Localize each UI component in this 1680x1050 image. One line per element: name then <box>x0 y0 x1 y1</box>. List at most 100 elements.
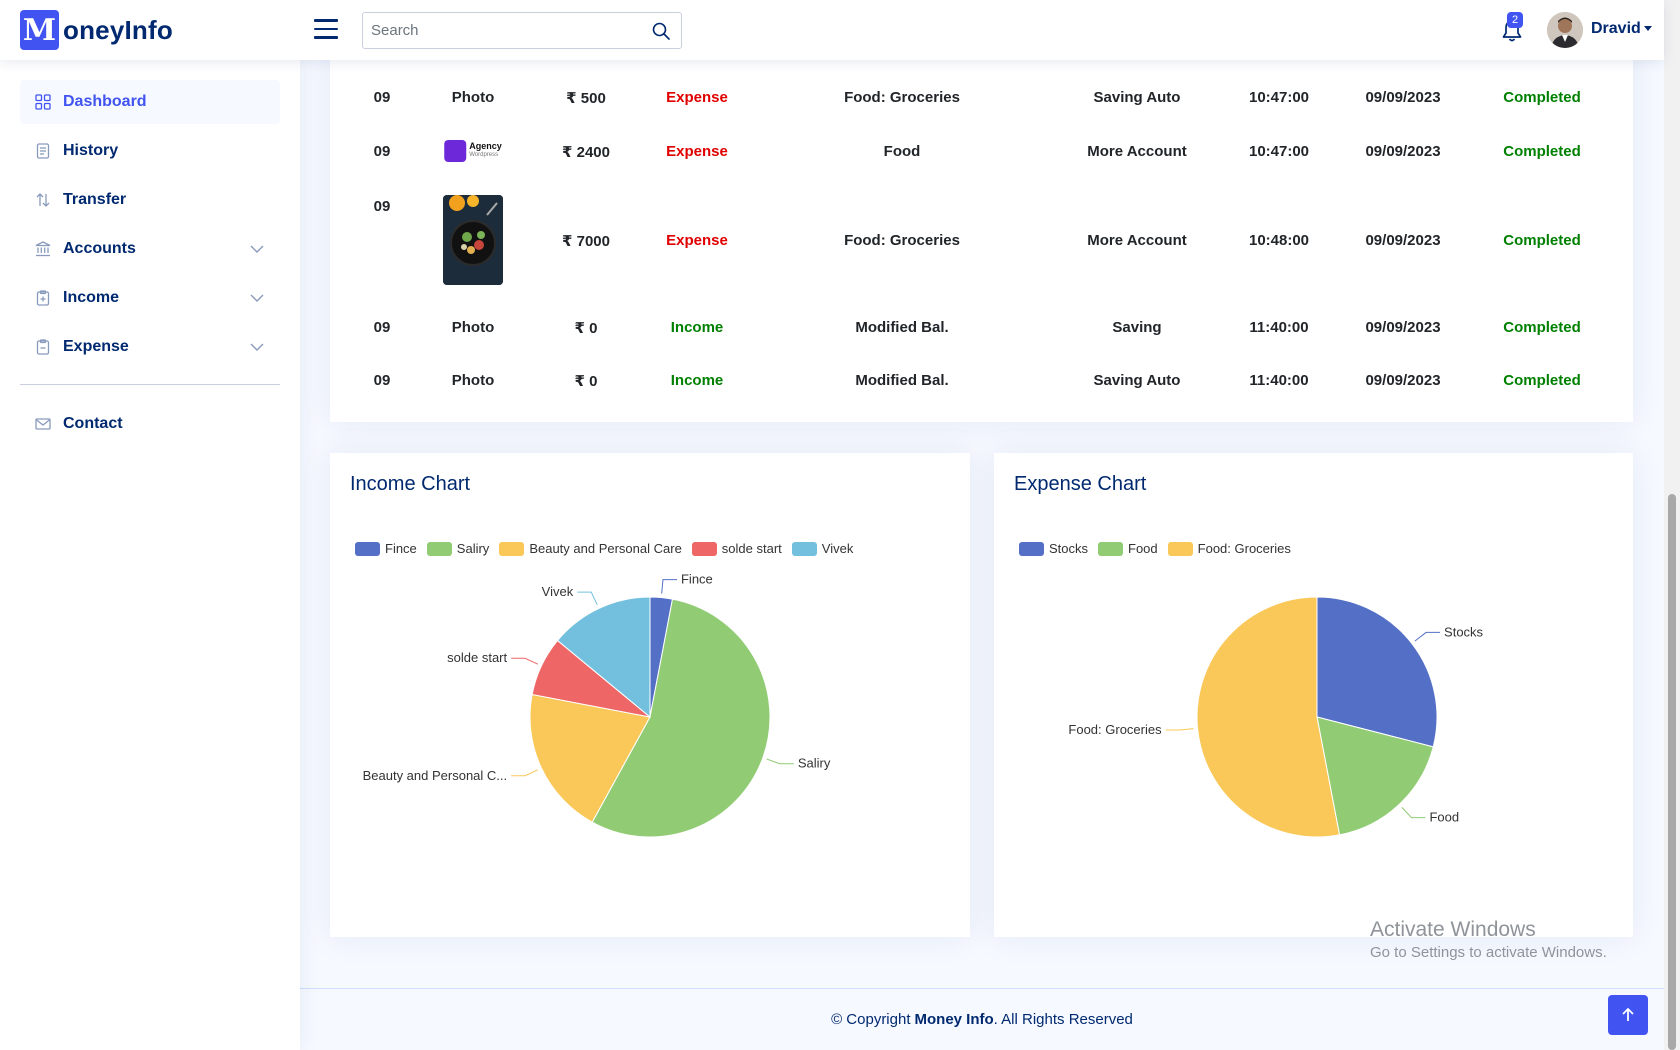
time-cell: 11:40:00 <box>1249 372 1309 389</box>
time-cell: 10:47:00 <box>1248 89 1310 106</box>
pie-slice[interactable] <box>1316 596 1438 748</box>
type-cell: Income <box>670 372 724 389</box>
sidebar-item-label: Accounts <box>63 240 136 257</box>
category-cell: Food: Groceries <box>844 89 960 106</box>
transactions-table <box>330 40 1633 422</box>
label-leader-line <box>661 579 677 594</box>
date-cell: 09/09/2023 <box>1365 232 1441 249</box>
sidebar: Dashboard History Transfer Accounts Inco… <box>0 60 300 1050</box>
legend-item[interactable]: Vivek <box>791 541 854 556</box>
amount-cell: ₹ 2400 <box>562 144 610 161</box>
slice-label: Food: Groceries <box>1068 722 1162 737</box>
expense-pie-chart: Stocks Food Food: Groceries <box>1068 596 1484 838</box>
sidebar-item-label: Dashboard <box>63 93 147 110</box>
label-leader-line <box>1414 631 1441 642</box>
amount-cell: ₹ 500 <box>566 90 606 107</box>
top-header: M oneyInfo 2 Dravid <box>0 0 1664 60</box>
legend-item[interactable]: Saliry <box>426 541 489 556</box>
legend-item[interactable]: solde start <box>691 541 782 556</box>
category-cell: Modified Bal. <box>855 372 949 389</box>
legend-item[interactable]: Food: Groceries <box>1167 541 1291 556</box>
label-leader-line <box>577 591 598 606</box>
day-cell: 09 <box>373 319 391 336</box>
sidebar-item-income[interactable]: Income <box>20 276 280 320</box>
date-cell: 09/09/2023 <box>1365 372 1441 389</box>
sidebar-item-contact[interactable]: Contact <box>20 402 280 446</box>
amount-cell: ₹ 0 <box>574 373 598 390</box>
legend-label: solde start <box>721 541 782 556</box>
sidebar-item-accounts[interactable]: Accounts <box>20 227 280 271</box>
food-photo <box>443 195 503 285</box>
user-name: Dravid <box>1591 20 1641 37</box>
search-input[interactable] <box>363 13 643 48</box>
logo[interactable]: M oneyInfo <box>20 10 173 50</box>
logo-text: oneyInfo <box>63 14 173 45</box>
status-badge: Completed <box>1503 143 1581 160</box>
account-cell: More Account <box>1087 143 1187 160</box>
chevron-down-icon <box>250 291 264 305</box>
slice-label: Fince <box>681 572 713 587</box>
legend-label: Food: Groceries <box>1197 541 1291 556</box>
time-cell: 11:40:00 <box>1249 319 1309 336</box>
sidebar-item-expense[interactable]: Expense <box>20 325 280 369</box>
scrollbar[interactable] <box>1664 0 1680 1050</box>
sidebar-divider <box>20 384 280 385</box>
legend-swatch <box>791 541 817 556</box>
sidebar-item-label: Income <box>63 289 120 306</box>
menu-toggle-icon[interactable] <box>314 19 338 39</box>
image-cell: Photo <box>451 372 495 389</box>
grid-icon <box>34 93 52 111</box>
user-menu[interactable]: Dravid <box>1591 20 1652 38</box>
sidebar-item-dashboard[interactable]: Dashboard <box>20 80 280 124</box>
copyright-brand: Money Info <box>914 1011 994 1028</box>
agency-logo: Agency Wordpress <box>444 140 502 162</box>
legend-swatch <box>499 541 525 556</box>
avatar[interactable] <box>1547 12 1583 48</box>
status-badge: Completed <box>1503 372 1581 389</box>
legend-swatch <box>355 541 380 556</box>
pie-slice[interactable] <box>1316 716 1434 836</box>
clipboard-plus-icon <box>34 289 52 307</box>
legend-item[interactable]: Food <box>1098 541 1158 556</box>
back-to-top-button[interactable] <box>1608 995 1648 1035</box>
label-leader-line <box>1401 807 1426 819</box>
time-cell: 10:48:00 <box>1248 232 1310 249</box>
pie-slice[interactable] <box>529 693 651 823</box>
sidebar-item-history[interactable]: History <box>20 129 280 173</box>
legend-item[interactable]: Beauty and Personal Care <box>499 541 682 556</box>
slice-label: Food <box>1429 810 1459 825</box>
account-cell: Saving Auto <box>1093 89 1181 106</box>
sidebar-item-transfer[interactable]: Transfer <box>20 178 280 222</box>
slice-label: solde start <box>447 650 507 665</box>
scrollbar-thumb[interactable] <box>1668 494 1676 1050</box>
pie-slice[interactable] <box>1196 596 1341 838</box>
pie-slice[interactable] <box>556 596 651 719</box>
date-cell: 09/09/2023 <box>1365 143 1441 160</box>
legend-item[interactable]: Stocks <box>1019 541 1088 556</box>
account-cell: Saving Auto <box>1093 372 1181 389</box>
notification-badge: 2 <box>1507 12 1524 28</box>
agency-logo-text: Agency Wordpress <box>469 141 502 159</box>
chart-legend: Stocks Food Food: Groceries <box>1019 541 1301 556</box>
legend-item[interactable]: Fince <box>355 541 417 556</box>
envelope-icon <box>34 415 52 433</box>
legend-label: Vivek <box>821 541 854 556</box>
transfer-icon <box>34 191 52 209</box>
pie-slice[interactable] <box>591 598 771 838</box>
chart-title: Income Chart <box>350 473 471 495</box>
image-cell: Photo <box>451 319 495 336</box>
image-cell: Photo <box>451 89 495 106</box>
sidebar-item-label: Expense <box>63 338 129 355</box>
caret-down-icon <box>1643 26 1652 32</box>
logo-mark: M <box>20 10 59 50</box>
category-cell: Food <box>883 143 921 160</box>
date-cell: 09/09/2023 <box>1365 319 1441 336</box>
clipboard-minus-icon <box>34 338 52 356</box>
label-leader-line <box>511 657 539 665</box>
chevron-down-icon <box>250 242 264 256</box>
legend-label: Food <box>1128 541 1158 556</box>
slice-label: Vivek <box>542 584 574 599</box>
status-badge: Completed <box>1503 232 1581 249</box>
search-icon[interactable] <box>651 21 671 41</box>
label-leader-line <box>1165 728 1194 731</box>
